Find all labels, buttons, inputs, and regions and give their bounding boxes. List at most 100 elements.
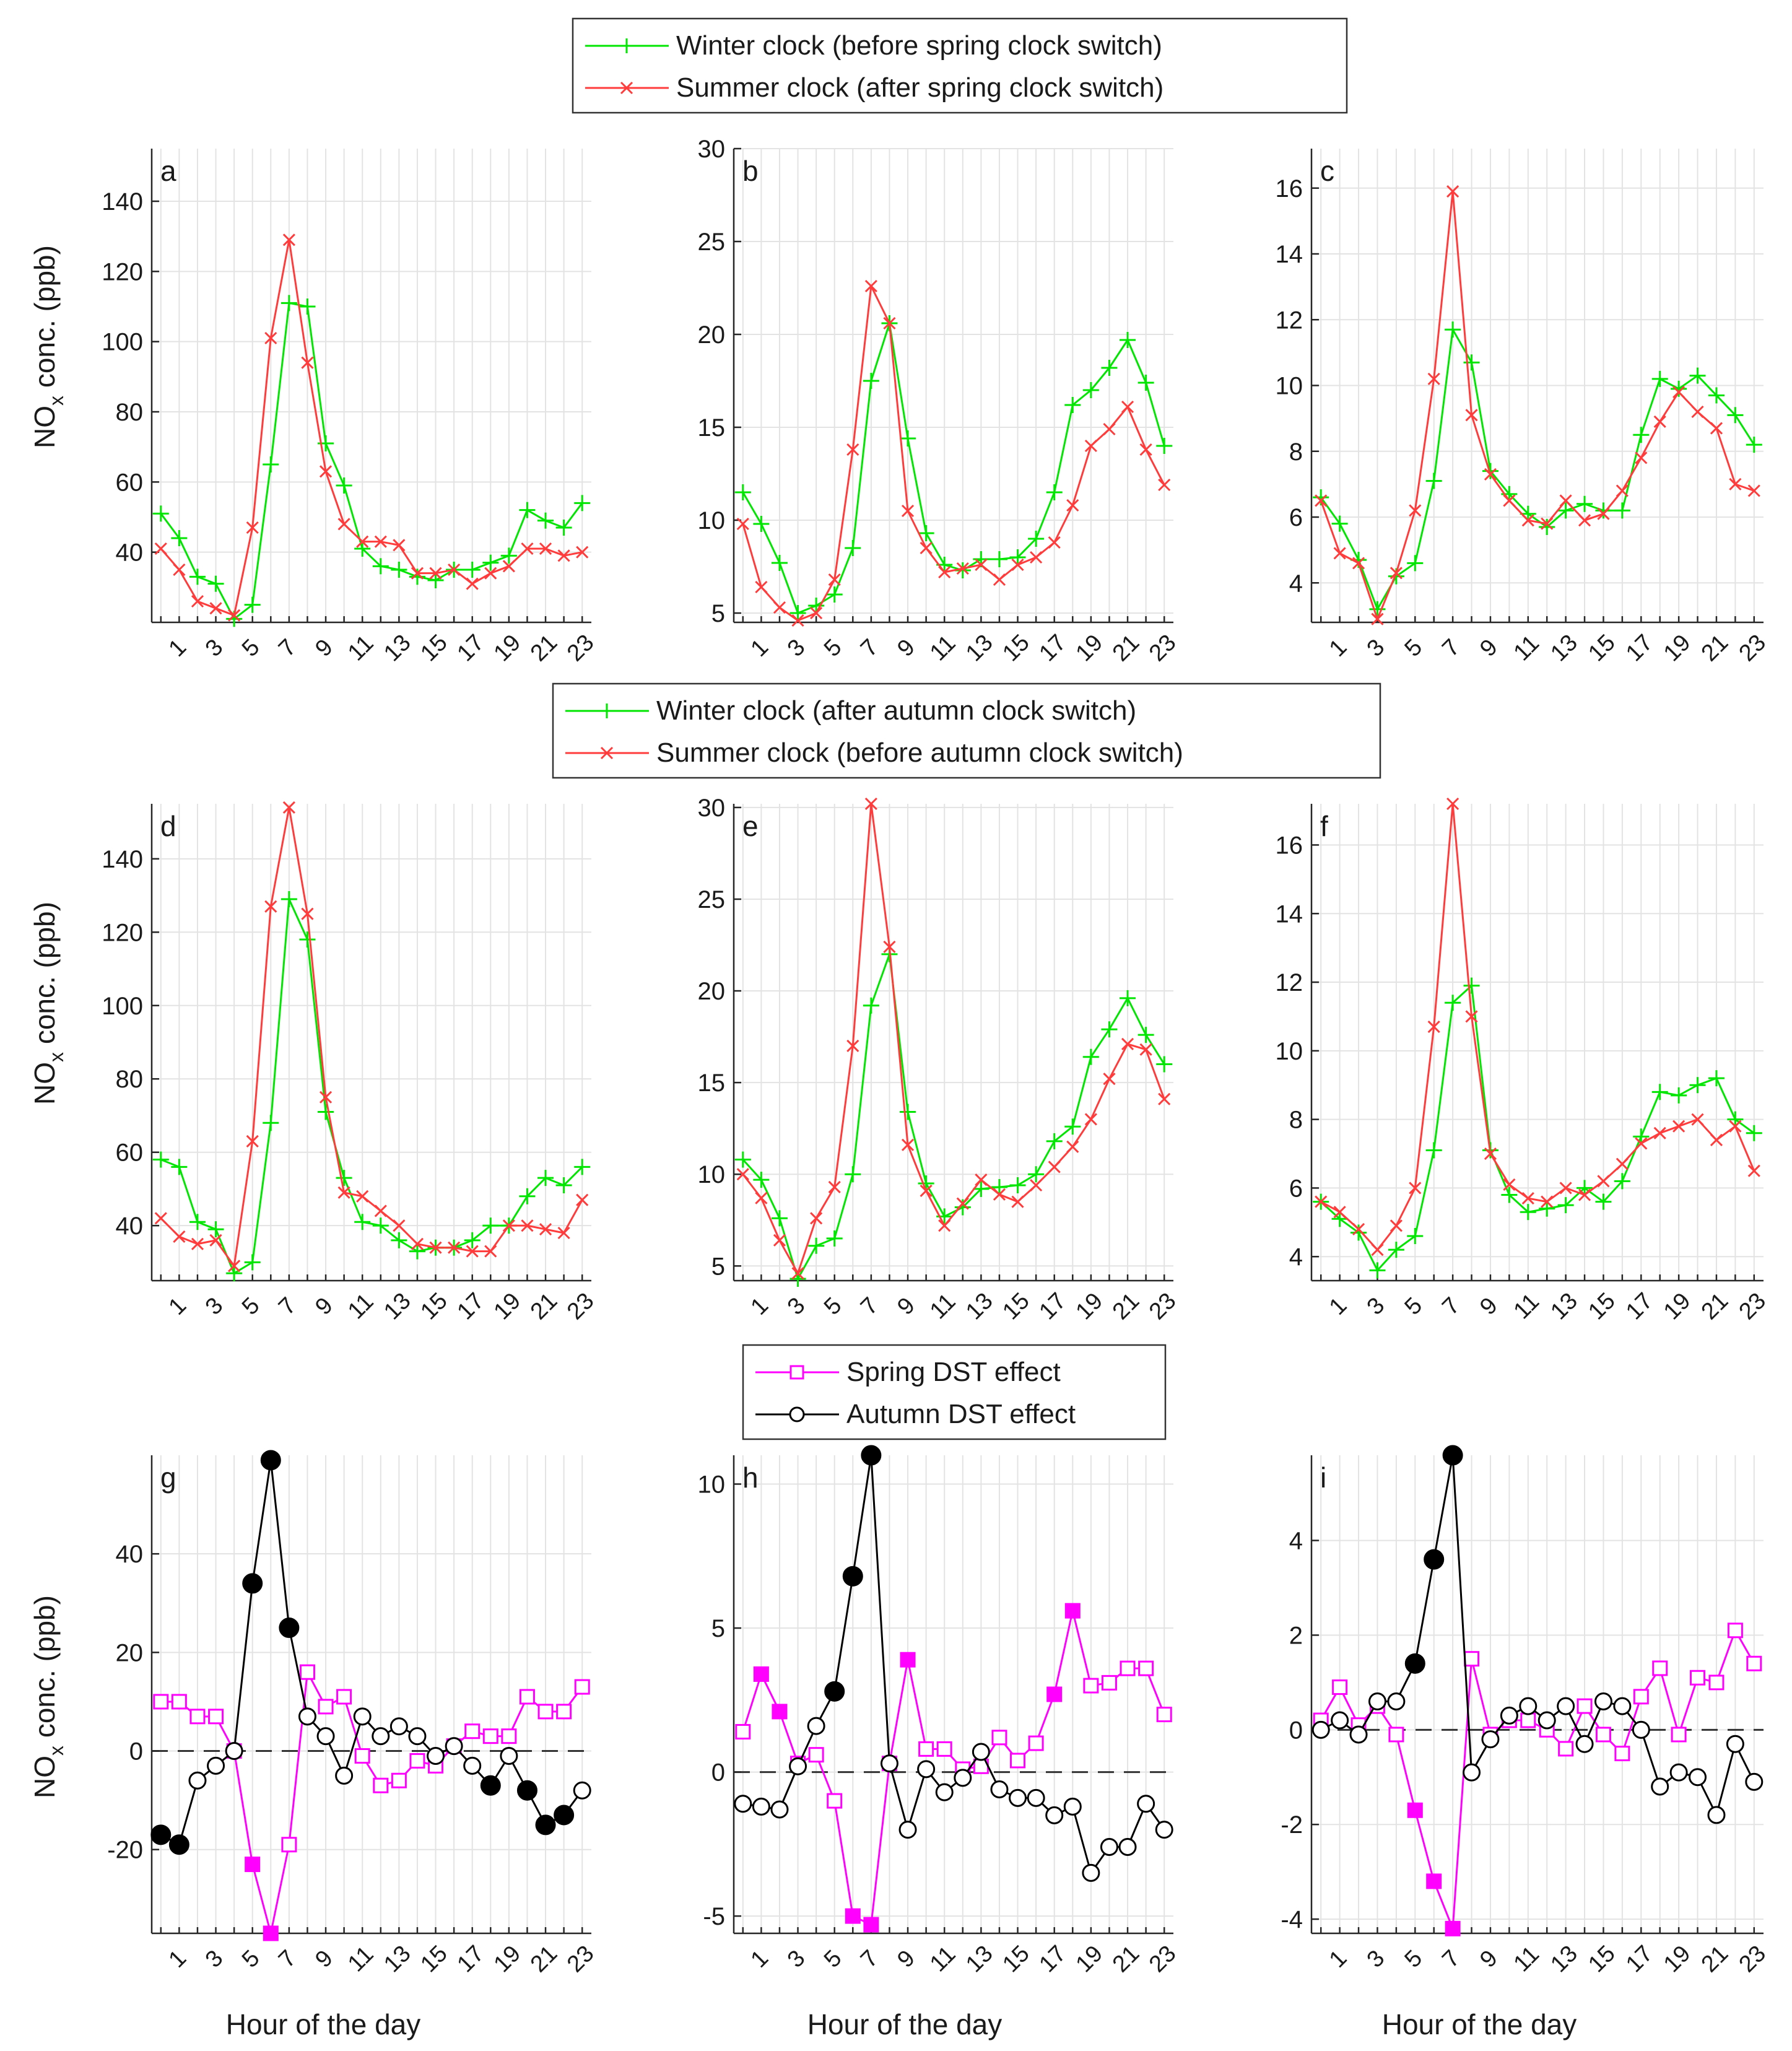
- data-point: [880, 1754, 898, 1773]
- panel-label: a: [160, 155, 176, 187]
- data-point: [1315, 1195, 1328, 1208]
- data-point: [482, 1728, 498, 1744]
- x-tick-label: 19: [1659, 630, 1696, 667]
- data-point: [1616, 484, 1629, 497]
- data-point: [188, 1771, 207, 1790]
- data-point: [789, 605, 806, 621]
- data-point: [427, 1746, 445, 1765]
- x-tick-label: 13: [1546, 1941, 1583, 1978]
- panel-label: c: [1320, 155, 1334, 187]
- data-point: [1371, 1243, 1384, 1256]
- ylabel-rest: conc. (ppb): [28, 245, 61, 396]
- x-tick-label: 21: [526, 1941, 563, 1978]
- cross-stroke: [920, 1184, 933, 1197]
- data-point: [246, 1134, 259, 1147]
- data-point: [173, 1230, 186, 1243]
- x-tick-label: 3: [783, 1292, 811, 1320]
- x-tick-label: 1: [746, 634, 774, 662]
- data-point: [917, 1760, 936, 1779]
- cross-stroke: [539, 1223, 552, 1236]
- data-point: [299, 931, 316, 948]
- data-point: [1101, 1674, 1117, 1691]
- data-point: [773, 601, 786, 614]
- x-tick-label: 9: [310, 634, 338, 662]
- data-point: [189, 1709, 206, 1725]
- x-tick-label: 9: [892, 634, 920, 662]
- data-point: [901, 504, 915, 518]
- data-point: [464, 1232, 481, 1248]
- data-point: [956, 1197, 969, 1210]
- ylabel-sub: x: [45, 1052, 67, 1062]
- data-point: [1691, 1113, 1704, 1126]
- x-tick-label: 15: [415, 630, 453, 667]
- data-point: [845, 540, 861, 556]
- data-point: [501, 1728, 517, 1744]
- data-point: [1578, 514, 1591, 527]
- data-point: [954, 1769, 972, 1787]
- data-point: [864, 279, 877, 293]
- svg-text:NOx conc. (ppb): NOx conc. (ppb): [28, 245, 67, 448]
- data-point: [1539, 1200, 1555, 1217]
- data-point: [1137, 375, 1154, 391]
- x-tick-label: 21: [1108, 1288, 1145, 1325]
- series-summer: [1315, 797, 1760, 1256]
- data-point: [207, 1221, 224, 1238]
- x-tick-label: 5: [819, 634, 847, 662]
- data-point: [191, 594, 204, 608]
- data-point: [1009, 549, 1026, 565]
- data-point: [1671, 1727, 1687, 1743]
- data-point: [1046, 1133, 1063, 1149]
- data-point: [537, 512, 554, 529]
- data-point: [1727, 1622, 1743, 1639]
- cross-stroke: [1672, 386, 1685, 399]
- data-point: [736, 517, 749, 531]
- cross-stroke: [1352, 557, 1365, 570]
- data-point: [1482, 463, 1498, 479]
- cross-stroke: [1390, 1219, 1403, 1232]
- data-point: [1539, 518, 1555, 535]
- panel-label: b: [742, 155, 759, 187]
- data-point: [1541, 1195, 1554, 1208]
- data-point: [281, 891, 297, 907]
- data-point: [826, 586, 843, 603]
- data-point: [207, 575, 224, 592]
- cross-stroke: [191, 1237, 204, 1250]
- data-point: [1729, 477, 1742, 490]
- panel-label: i: [1320, 1461, 1326, 1494]
- cross-stroke: [1541, 517, 1554, 530]
- data-point: [1332, 1679, 1348, 1696]
- data-point: [263, 1115, 279, 1131]
- y-axis-title-row3: NOx conc. (ppb): [28, 1595, 67, 1798]
- cross-stroke: [1139, 443, 1152, 456]
- cross-stroke: [228, 1260, 241, 1273]
- cross-stroke: [502, 1219, 515, 1232]
- data-point: [1503, 494, 1516, 507]
- series-line: [160, 898, 583, 1274]
- x-tick-label: 1: [1324, 1292, 1352, 1320]
- legend-spring: Winter clock (before spring clock switch…: [572, 17, 1348, 114]
- cross-marker-icon: [620, 81, 633, 95]
- data-point: [576, 546, 589, 559]
- x-tick-label: 11: [925, 1941, 961, 1977]
- ylabel-sub: x: [45, 1746, 67, 1756]
- legend-label: Winter clock (before spring clock switch…: [676, 30, 1162, 61]
- x-tick-label: 15: [998, 630, 1035, 667]
- y-tick-label: 25: [698, 229, 726, 256]
- panel-label: h: [742, 1461, 759, 1494]
- data-point: [991, 1178, 1007, 1195]
- x-tick-label: 3: [201, 1945, 228, 1973]
- data-point: [335, 1766, 354, 1785]
- series-line: [160, 1671, 583, 1935]
- series-line: [742, 285, 1165, 622]
- x-tick-label: 7: [274, 1292, 302, 1320]
- data-point: [1101, 360, 1118, 376]
- cross-stroke: [484, 1245, 497, 1258]
- cross-stroke: [1048, 1160, 1061, 1174]
- data-point: [1331, 1211, 1348, 1227]
- data-point: [791, 1267, 804, 1280]
- data-point: [574, 495, 591, 512]
- data-point: [1156, 1707, 1172, 1723]
- cross-stroke: [1597, 1175, 1610, 1188]
- x-tick-label: 3: [1362, 1292, 1390, 1320]
- legend-label: Winter clock (after autumn clock switch): [656, 695, 1136, 726]
